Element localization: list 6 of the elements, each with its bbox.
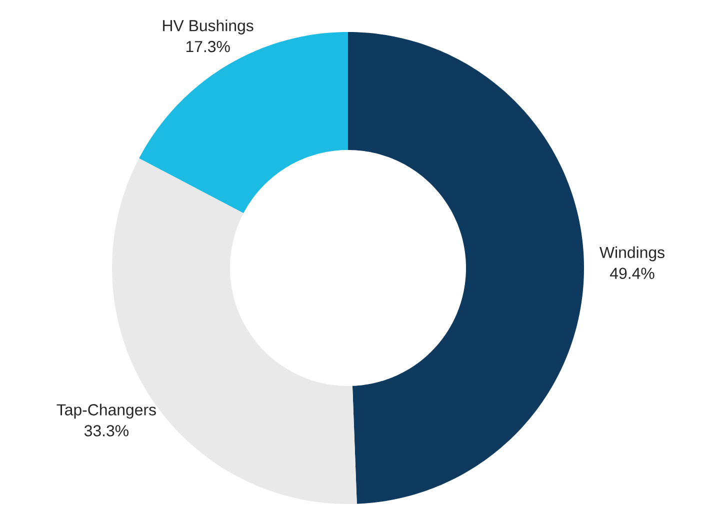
slice-label: Windings	[600, 246, 664, 262]
slice-label: Tap-Changers	[56, 404, 156, 419]
slice-label: HV Bushings	[163, 20, 254, 34]
data-label: 49.4%	[610, 268, 654, 279]
data-label: 17.3%	[186, 40, 230, 52]
data-label: 33.3%	[84, 425, 128, 436]
